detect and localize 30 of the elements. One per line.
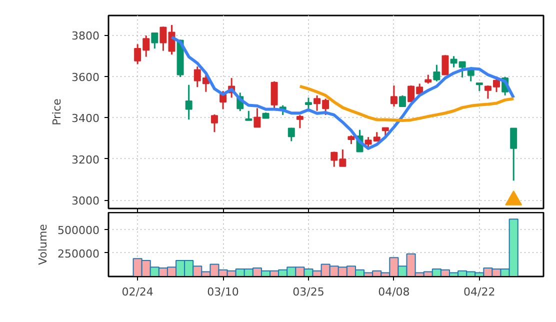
x-tick-label: 03/10 <box>207 286 239 298</box>
candlestick <box>442 54 449 76</box>
y-tick-label: 3800 <box>72 30 100 43</box>
y-axis-title: Volume <box>36 224 50 265</box>
candlestick <box>254 107 261 128</box>
candlestick <box>151 32 158 50</box>
candlestick <box>185 84 192 120</box>
y-tick-label: 500000 <box>58 224 100 237</box>
y-axis-title: Price <box>50 98 64 126</box>
candlestick <box>288 127 295 142</box>
candlestick <box>270 80 278 109</box>
candlestick <box>390 84 398 108</box>
y-tick-label: 3600 <box>72 70 100 84</box>
x-tick-label: 03/25 <box>292 286 324 298</box>
candlestick <box>245 110 252 122</box>
candlestick <box>304 96 312 110</box>
y-tick-label: 3400 <box>72 112 100 126</box>
candlestick <box>160 26 167 52</box>
candlestick <box>510 127 518 182</box>
candlestick <box>296 114 304 129</box>
candlestick <box>210 114 218 133</box>
y-tick-label: 3200 <box>72 153 100 166</box>
x-tick-label: 02/24 <box>122 286 154 298</box>
y-tick-label: 3000 <box>72 194 100 208</box>
candlestick <box>398 94 406 108</box>
x-tick-label: 04/08 <box>378 286 410 298</box>
candlestick <box>433 64 440 82</box>
line-series <box>298 84 516 122</box>
y-tick-label: 250000 <box>58 247 100 260</box>
x-tick-label: 04/22 <box>464 286 496 298</box>
